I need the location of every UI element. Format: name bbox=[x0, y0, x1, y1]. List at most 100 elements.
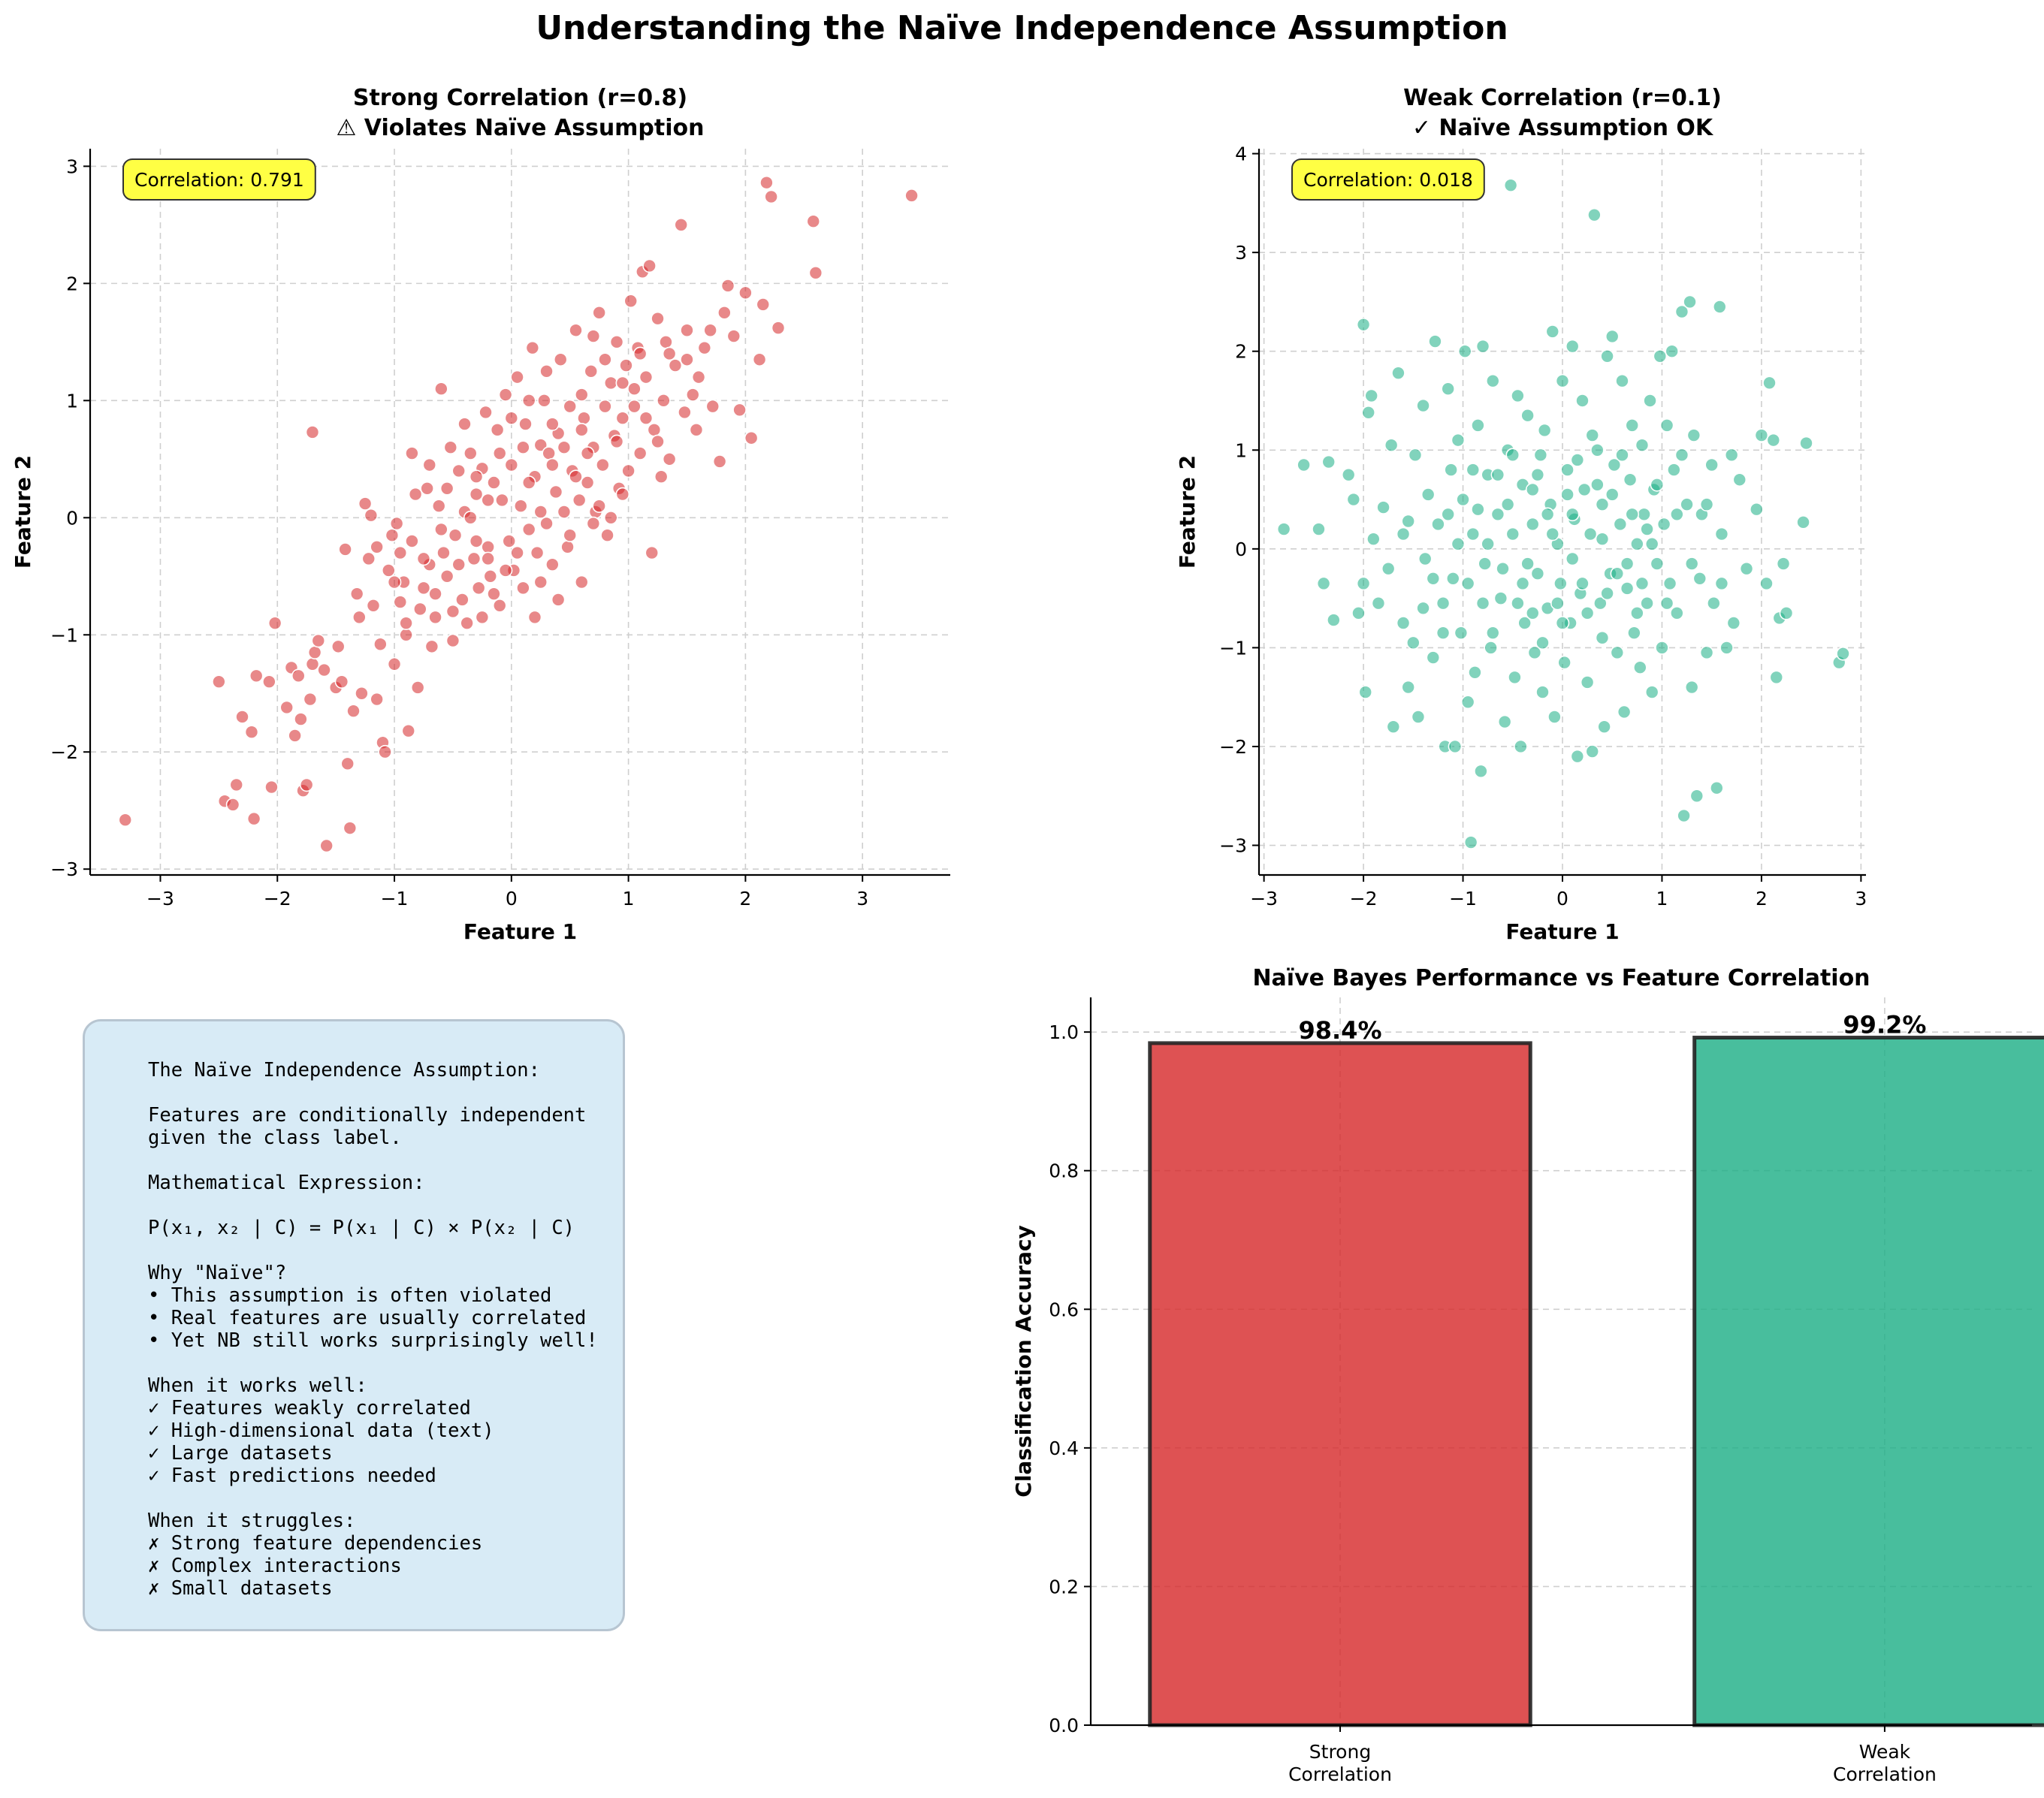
data-point bbox=[428, 610, 442, 625]
data-point bbox=[1525, 606, 1540, 620]
data-point bbox=[1493, 591, 1508, 605]
data-point bbox=[1630, 606, 1644, 620]
data-point bbox=[703, 323, 717, 338]
data-point bbox=[1384, 438, 1399, 452]
data-point bbox=[1505, 526, 1520, 542]
data-point bbox=[340, 756, 355, 771]
x-tick-label: −1 bbox=[381, 888, 409, 910]
data-point bbox=[469, 487, 484, 502]
data-point bbox=[352, 610, 367, 625]
data-point bbox=[1555, 616, 1570, 630]
data-point bbox=[759, 175, 774, 190]
data-point bbox=[600, 528, 614, 542]
data-point bbox=[1684, 557, 1699, 571]
data-point bbox=[545, 417, 560, 431]
y-tick-label: 0.4 bbox=[1049, 1437, 1079, 1459]
data-point bbox=[533, 575, 548, 590]
data-points bbox=[1276, 178, 1850, 849]
data-point bbox=[1468, 665, 1482, 680]
data-point bbox=[680, 352, 694, 367]
data-point bbox=[1537, 423, 1552, 438]
data-point bbox=[1525, 517, 1540, 532]
data-point bbox=[609, 335, 624, 349]
x-tick-label: −2 bbox=[1350, 888, 1378, 910]
data-point bbox=[548, 484, 563, 499]
data-point bbox=[448, 528, 463, 542]
bar-chart-performance: 98.4%StrongCorrelation99.2%WeakCorrelati… bbox=[1011, 965, 2044, 1785]
data-point bbox=[1644, 685, 1659, 699]
data-point bbox=[1371, 596, 1386, 611]
data-point bbox=[387, 656, 402, 671]
data-point bbox=[1520, 408, 1535, 423]
data-point bbox=[1600, 586, 1614, 601]
scatter-weak-correlation: −3 −2 −1 0 1 2 3 −3 −2 −1 0 1 2 3 4 Weak Correlation (r… bbox=[1175, 85, 1867, 944]
data-point bbox=[1316, 576, 1331, 591]
data-point bbox=[439, 481, 454, 496]
data-point bbox=[569, 323, 583, 338]
data-point bbox=[1684, 680, 1699, 695]
data-point bbox=[1754, 428, 1769, 442]
data-point bbox=[752, 352, 767, 367]
data-point bbox=[521, 522, 536, 537]
data-point bbox=[1396, 526, 1411, 542]
x-axis-label: Feature 1 bbox=[463, 919, 577, 944]
chart-title-line: Weak Correlation (r=0.1) bbox=[1403, 85, 1722, 111]
data-point bbox=[598, 399, 612, 414]
data-point bbox=[764, 189, 778, 204]
data-point bbox=[319, 838, 334, 853]
data-point bbox=[619, 358, 633, 373]
data-point bbox=[1640, 596, 1654, 611]
data-point bbox=[246, 811, 261, 826]
data-point bbox=[1836, 646, 1850, 661]
data-point bbox=[1391, 366, 1405, 380]
data-point bbox=[389, 516, 404, 531]
data-point bbox=[705, 399, 720, 414]
data-point bbox=[1485, 373, 1500, 388]
data-point bbox=[307, 645, 322, 659]
data-point bbox=[627, 382, 642, 397]
data-point bbox=[495, 493, 509, 508]
data-point bbox=[1545, 526, 1560, 542]
data-point bbox=[1517, 616, 1532, 630]
data-point bbox=[574, 575, 589, 590]
data-point bbox=[1665, 344, 1680, 359]
data-point bbox=[521, 475, 536, 490]
data-point bbox=[381, 563, 396, 578]
data-point bbox=[627, 399, 642, 414]
data-point bbox=[1655, 641, 1669, 655]
data-point bbox=[1431, 517, 1445, 532]
data-point bbox=[1408, 448, 1423, 463]
data-point bbox=[1607, 457, 1622, 472]
data-point bbox=[1732, 472, 1747, 487]
data-point bbox=[434, 382, 448, 397]
data-point bbox=[1587, 207, 1602, 222]
data-point bbox=[1577, 482, 1592, 497]
data-point bbox=[580, 475, 595, 490]
data-point bbox=[349, 587, 364, 601]
data-point bbox=[1674, 304, 1689, 319]
data-point bbox=[1416, 601, 1430, 616]
data-point bbox=[428, 587, 442, 601]
data-point bbox=[399, 627, 413, 642]
data-point bbox=[1627, 626, 1641, 640]
data-point bbox=[657, 394, 671, 408]
data-point bbox=[1451, 536, 1466, 551]
correlation-annotation: Correlation: 0.018 bbox=[1291, 158, 1485, 201]
data-point bbox=[1707, 596, 1721, 611]
data-point bbox=[1565, 507, 1580, 522]
data-point bbox=[1366, 532, 1381, 546]
data-point bbox=[475, 610, 490, 625]
data-point bbox=[539, 364, 554, 379]
data-point bbox=[1312, 522, 1326, 536]
data-point bbox=[343, 821, 358, 835]
data-point bbox=[424, 639, 439, 654]
data-point bbox=[1580, 606, 1595, 620]
data-point bbox=[1530, 566, 1545, 581]
annotation-box bbox=[122, 158, 316, 201]
data-point bbox=[1659, 418, 1674, 433]
y-axis-label: Classification Accuracy bbox=[1011, 1225, 1036, 1497]
data-point bbox=[744, 430, 759, 445]
data-point bbox=[1677, 808, 1691, 823]
data-point bbox=[642, 258, 657, 273]
